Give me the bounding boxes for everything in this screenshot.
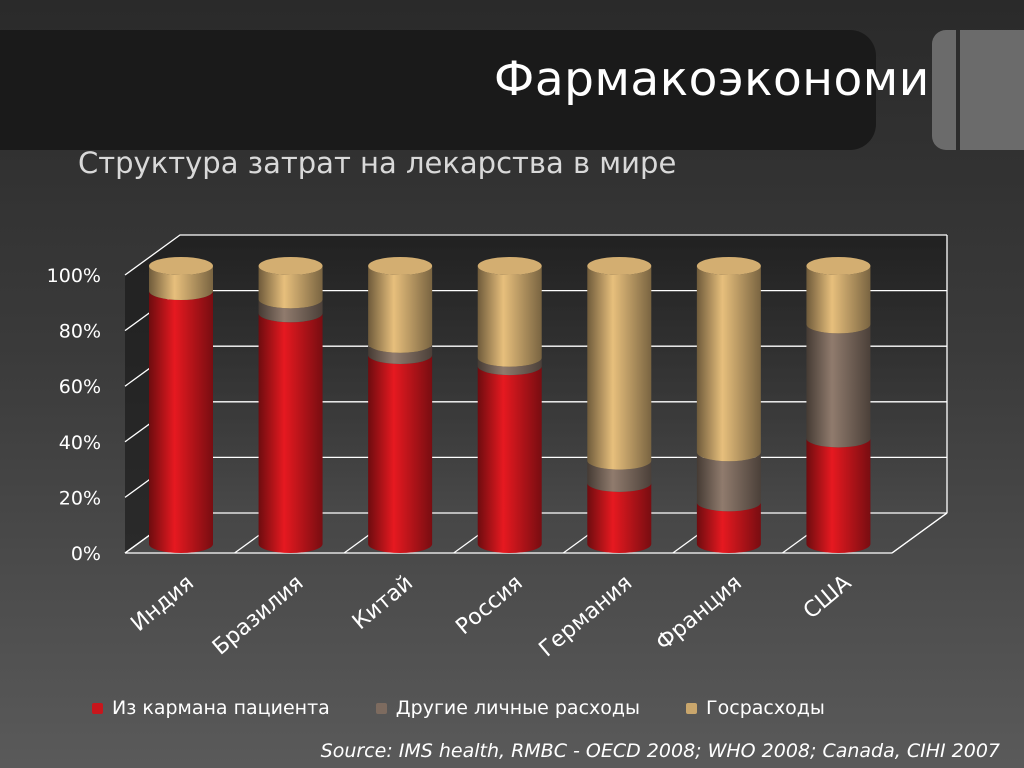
bar-segment	[149, 291, 213, 553]
bar-top-cap	[587, 257, 652, 275]
bar-top-cap	[149, 257, 213, 275]
legend-item-out-of-pocket: Из кармана пациента	[92, 697, 330, 719]
side-tab-decoration	[932, 30, 1024, 150]
slide-title: Фармакоэкономика	[493, 52, 988, 107]
x-tick-label: США	[799, 570, 856, 624]
bar-segment	[806, 438, 871, 553]
bar-segment	[368, 343, 433, 364]
y-tick-label: 60%	[59, 376, 101, 398]
source-note: Source: IMS health, RMBC - OECD 2008; WH…	[320, 740, 1000, 762]
x-tick-label: Франция	[652, 570, 747, 656]
x-axis-ticks: Индия Бразилия Китай Россия Германия Франция С…	[126, 570, 856, 662]
bar-segment	[587, 482, 652, 553]
bar-top-cap	[806, 257, 871, 275]
x-tick-label: Германия	[535, 570, 638, 662]
bar-segment	[806, 324, 871, 448]
bar-segment	[587, 266, 652, 470]
bar-segment	[696, 452, 761, 512]
bar-segment	[368, 354, 433, 553]
y-tick-label: 80%	[59, 321, 101, 343]
title-band	[0, 30, 876, 150]
x-tick-label: Китай	[348, 570, 418, 634]
y-tick-label: 0%	[71, 543, 101, 565]
floor-divider	[891, 512, 948, 554]
x-tick-label: Бразилия	[208, 570, 308, 660]
bar-segment	[258, 299, 323, 323]
legend-swatch-out-of-pocket	[92, 702, 103, 714]
bar-segment	[149, 266, 213, 301]
bar-segment	[477, 357, 542, 376]
x-tick-label: Россия	[451, 570, 527, 640]
legend-label-government: Госрасходы	[706, 697, 825, 719]
bar-segment	[258, 313, 323, 553]
bar-segment	[696, 266, 761, 462]
y-tick-label: 40%	[59, 432, 101, 454]
x-tick-label: Индия	[126, 570, 198, 636]
y-axis-ticks: 0% 20% 40% 60% 80% 100%	[47, 265, 101, 565]
bar-top-cap	[477, 257, 542, 275]
gridline	[124, 234, 947, 276]
legend-swatch-government	[686, 702, 698, 714]
bar-segment	[696, 502, 761, 553]
legend-label-out-of-pocket: Из кармана пациента	[112, 697, 330, 719]
bar-segment	[806, 266, 871, 334]
side-tab-line	[956, 30, 960, 150]
legend-swatch-other-private	[375, 702, 387, 714]
legend-label-other-private: Другие личные расходы	[395, 697, 641, 719]
bar-top-cap	[696, 257, 761, 275]
legend-item-other-private: Другие личные расходы	[375, 697, 641, 719]
bar-segment	[368, 266, 433, 353]
bar-segment	[477, 366, 542, 553]
bar-top-cap	[258, 257, 323, 275]
legend-item-government: Госрасходы	[686, 697, 825, 719]
legend: Из кармана пациента Другие личные расход…	[92, 695, 871, 721]
chart-bars	[149, 257, 871, 553]
y-tick-label: 20%	[59, 487, 101, 509]
bar-segment	[477, 266, 542, 367]
slide-subtitle: Структура затрат на лекарства в мире	[78, 146, 677, 180]
bar-segment	[587, 460, 652, 492]
bar-top-cap	[368, 257, 433, 275]
bar-segment	[258, 266, 323, 309]
y-tick-label: 100%	[47, 265, 101, 287]
